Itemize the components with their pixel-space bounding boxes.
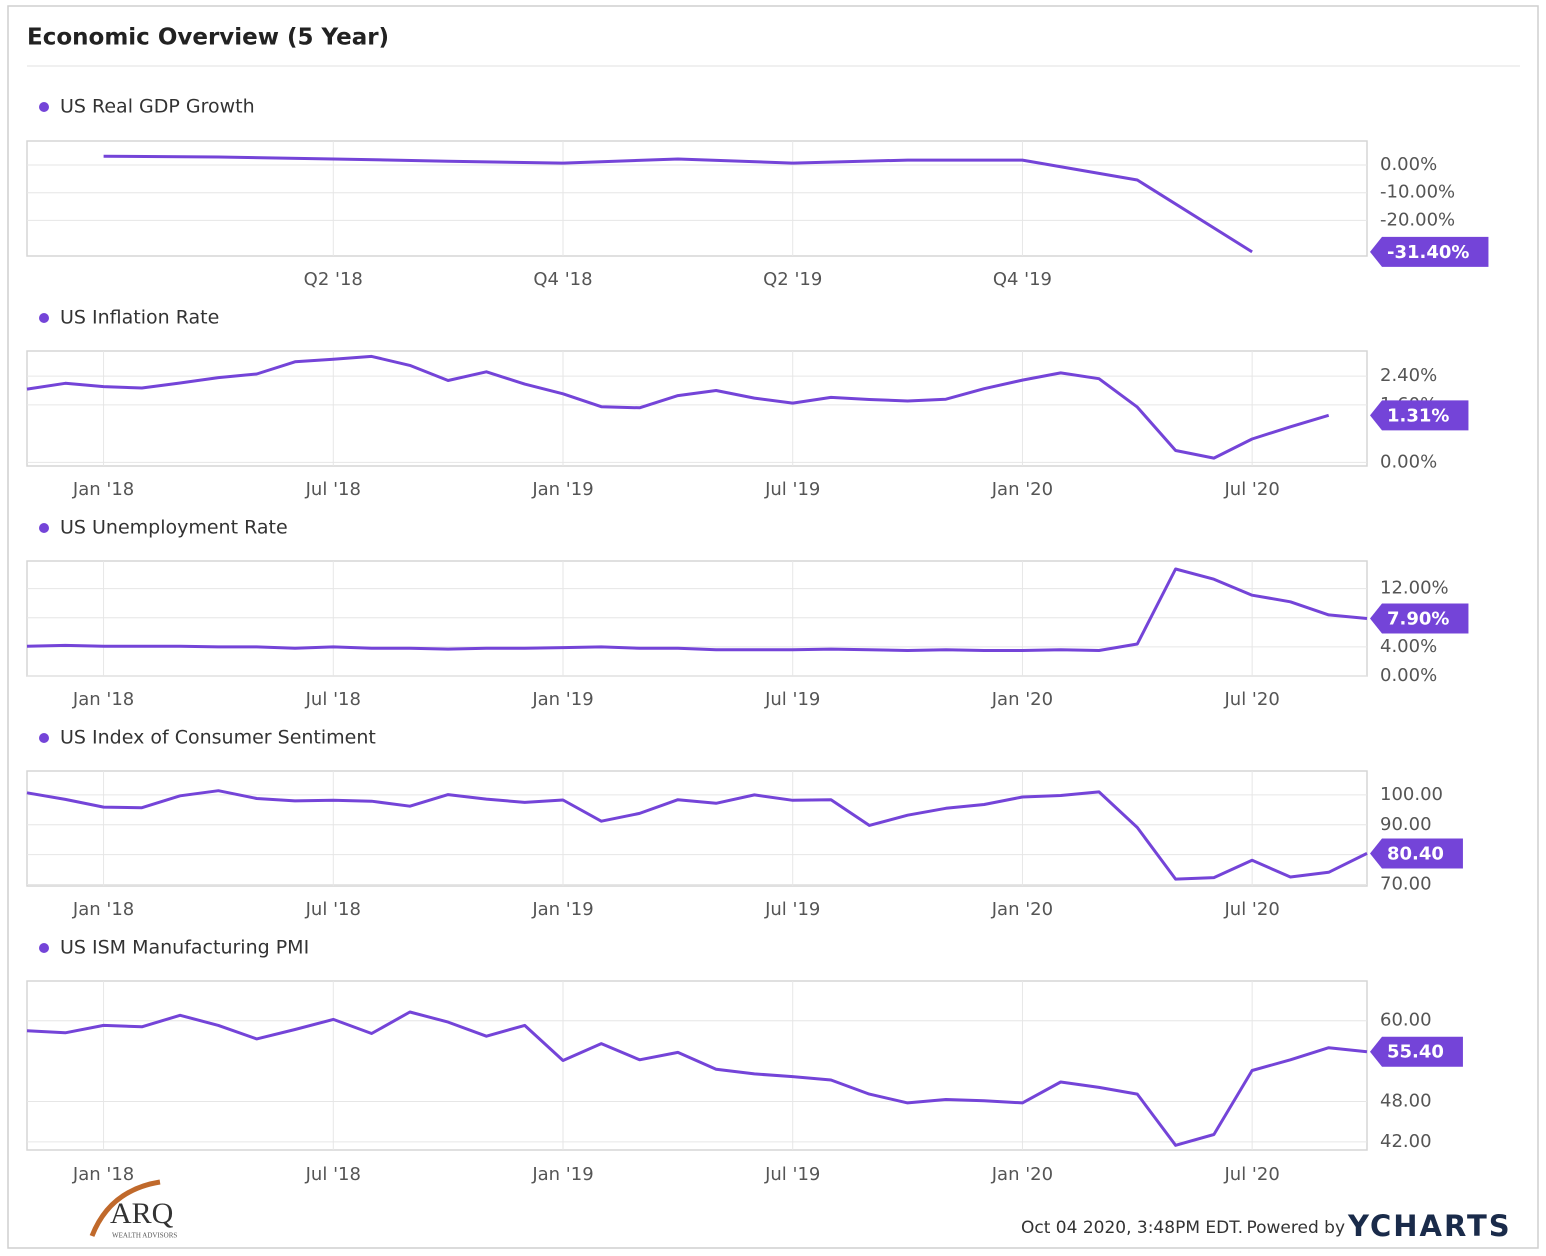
timestamp: Oct 04 2020, 3:48PM EDT. bbox=[1021, 1218, 1243, 1238]
logo-text: ARQ bbox=[110, 1197, 174, 1230]
logo-tagline: WEALTH ADVISORS bbox=[112, 1232, 177, 1240]
chart-panel: US Index of Consumer Sentiment Jan '18 Jul… bbox=[26, 727, 1463, 920]
series-line bbox=[26, 354, 1330, 460]
x-tick-label: Jan '19 bbox=[531, 899, 593, 920]
y-tick-label: -20.00% bbox=[1380, 209, 1455, 230]
x-tick-label: Jul '19 bbox=[764, 899, 820, 920]
y-tick-label: 70.00 bbox=[1380, 874, 1432, 895]
x-tick-label: Jan '20 bbox=[991, 479, 1053, 500]
x-tick-label: Jan '19 bbox=[531, 1164, 593, 1185]
page-title: Economic Overview (5 Year) bbox=[27, 25, 389, 51]
x-tick-label: Jan '19 bbox=[531, 689, 593, 710]
chart-panel: US Real GDP Growth Q2 '18 Q4 '18 Q2 '19 Q4 '… bbox=[26, 96, 1489, 290]
x-tick-label: Jan '20 bbox=[991, 689, 1053, 710]
x-tick-label: Jul '20 bbox=[1223, 479, 1279, 500]
x-tick-label: Jul '20 bbox=[1223, 689, 1279, 710]
x-tick-label: Jan '18 bbox=[72, 479, 134, 500]
legend-label: US Real GDP Growth bbox=[60, 96, 255, 118]
value-label: 1.31% bbox=[1387, 405, 1449, 426]
powered-by: Powered by bbox=[1246, 1218, 1345, 1238]
chart-panel: US ISM Manufacturing PMI Jan '18 Jul '18 Ja… bbox=[26, 937, 1463, 1185]
legend-dot bbox=[39, 943, 49, 953]
value-flag: 7.90% bbox=[1370, 603, 1469, 634]
value-label: 80.40 bbox=[1387, 843, 1444, 864]
x-tick-label: Jan '18 bbox=[72, 899, 134, 920]
y-tick-label: 42.00 bbox=[1380, 1131, 1432, 1152]
y-tick-label: -10.00% bbox=[1380, 182, 1455, 203]
value-flag: 55.40 bbox=[1370, 1036, 1463, 1067]
flag-shape bbox=[1370, 400, 1469, 431]
y-tick-label: 0.00% bbox=[1380, 665, 1437, 686]
x-tick-label: Q4 '19 bbox=[993, 269, 1052, 290]
x-tick-label: Q2 '18 bbox=[304, 269, 363, 290]
series-line bbox=[26, 567, 1368, 652]
series-line bbox=[26, 1010, 1368, 1147]
value-flag: 1.31% bbox=[1370, 400, 1469, 431]
x-tick-label: Jul '18 bbox=[305, 1164, 361, 1185]
x-tick-label: Jul '20 bbox=[1223, 899, 1279, 920]
y-tick-label: 60.00 bbox=[1380, 1010, 1432, 1031]
ycharts-brand: YCHARTS bbox=[1347, 1209, 1512, 1243]
value-label: 7.90% bbox=[1387, 609, 1449, 630]
legend-label: US Unemployment Rate bbox=[60, 517, 288, 539]
flag-shape bbox=[1370, 838, 1463, 869]
y-tick-label: 48.00 bbox=[1380, 1091, 1432, 1112]
plot-area bbox=[26, 350, 1368, 467]
legend-dot bbox=[39, 102, 49, 112]
logo-swoosh bbox=[89, 1179, 161, 1237]
x-tick-label: Jan '20 bbox=[991, 899, 1053, 920]
x-tick-label: Jan '20 bbox=[991, 1164, 1053, 1185]
y-tick-label: 100.00 bbox=[1380, 784, 1443, 805]
value-flag: -31.40% bbox=[1370, 236, 1489, 267]
legend-dot bbox=[39, 313, 49, 323]
arq-logo: ARQ WEALTH ADVISORS bbox=[89, 1179, 177, 1240]
legend-dot bbox=[39, 733, 49, 743]
legend-dot bbox=[39, 523, 49, 533]
plot-area bbox=[26, 770, 1368, 887]
y-tick-label: 0.00% bbox=[1380, 154, 1437, 175]
value-label: 55.40 bbox=[1387, 1042, 1444, 1063]
x-tick-label: Jul '18 bbox=[305, 899, 361, 920]
plot-area bbox=[26, 560, 1368, 677]
value-label: -31.40% bbox=[1387, 242, 1469, 263]
legend-label: US ISM Manufacturing PMI bbox=[60, 937, 309, 959]
x-tick-label: Jan '18 bbox=[72, 689, 134, 710]
series-line bbox=[103, 154, 1253, 254]
x-tick-label: Jan '18 bbox=[72, 1164, 134, 1185]
value-flag: 80.40 bbox=[1370, 838, 1463, 869]
x-tick-label: Q2 '19 bbox=[763, 269, 822, 290]
legend-label: US Inflation Rate bbox=[60, 307, 219, 329]
y-tick-label: 0.00% bbox=[1380, 451, 1437, 472]
flag-shape bbox=[1370, 236, 1489, 267]
x-tick-label: Jul '20 bbox=[1223, 1164, 1279, 1185]
plot-area bbox=[26, 980, 1368, 1151]
x-tick-label: Jul '18 bbox=[305, 479, 361, 500]
x-tick-label: Jul '19 bbox=[764, 479, 820, 500]
y-tick-label: 2.40% bbox=[1380, 365, 1437, 386]
x-tick-label: Jul '19 bbox=[764, 689, 820, 710]
y-tick-label: 12.00% bbox=[1380, 578, 1449, 599]
chart-panel: US Unemployment Rate Jan '18 Jul '18 Jan '1… bbox=[26, 517, 1469, 710]
y-tick-label: 90.00 bbox=[1380, 814, 1432, 835]
chart-panel: US Inflation Rate Jan '18 Jul '18 Jan '19 Ju… bbox=[26, 307, 1469, 500]
series-line bbox=[26, 789, 1368, 881]
y-tick-label: 4.00% bbox=[1380, 636, 1437, 657]
flag-shape bbox=[1370, 603, 1469, 634]
legend-label: US Index of Consumer Sentiment bbox=[60, 727, 376, 749]
x-tick-label: Jan '19 bbox=[531, 479, 593, 500]
x-tick-label: Jul '18 bbox=[305, 689, 361, 710]
x-tick-label: Jul '19 bbox=[764, 1164, 820, 1185]
x-tick-label: Q4 '18 bbox=[533, 269, 592, 290]
flag-shape bbox=[1370, 1036, 1463, 1067]
